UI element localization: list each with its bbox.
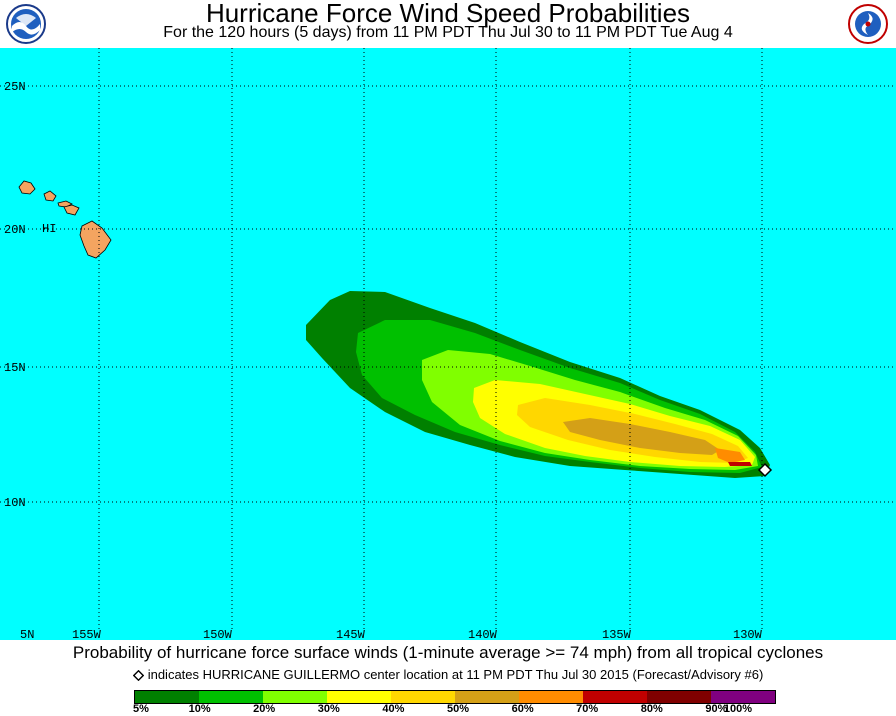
- noaa-logo-icon: [6, 4, 46, 44]
- lat-label: 15N: [4, 361, 26, 375]
- marker-note: indicates HURRICANE GUILLERMO center loc…: [0, 667, 896, 683]
- contour-60pct: [715, 448, 745, 463]
- island-hawaii: [79, 220, 112, 259]
- lon-label: 150W: [203, 628, 233, 640]
- island-oahu: [43, 190, 57, 202]
- legend-swatch: [647, 691, 711, 703]
- legend-label: 100%: [723, 703, 753, 715]
- island-maui: [63, 204, 80, 216]
- header: Hurricane Force Wind Speed Probabilities…: [0, 0, 896, 48]
- lat-label: 20N: [4, 223, 26, 237]
- legend-label: 50%: [446, 703, 470, 715]
- legend-label: 90%: [705, 703, 728, 715]
- lon-label: 135W: [602, 628, 632, 640]
- lon-label: 130W: [733, 628, 763, 640]
- marker-note-text: indicates HURRICANE GUILLERMO center loc…: [147, 667, 764, 682]
- color-legend: [134, 690, 776, 704]
- nws-logo-icon: [848, 4, 888, 44]
- lon-label: 155W: [72, 628, 102, 640]
- legend-swatch: [199, 691, 263, 703]
- contour-70pct: [728, 462, 752, 466]
- legend-label: 5%: [133, 703, 149, 715]
- contour-50pct: [563, 418, 720, 455]
- longitude-labels: 155W 150W 145W 140W 135W 130W: [72, 628, 763, 640]
- map-caption: Probability of hurricane force surface w…: [72, 643, 824, 662]
- lat-label: 5N: [20, 628, 34, 640]
- legend-label: 30%: [317, 703, 340, 715]
- island-kauai: [18, 180, 36, 195]
- lat-label: 25N: [4, 80, 26, 94]
- page-title: Hurricane Force Wind Speed Probabilities: [205, 0, 691, 28]
- legend-swatch: [711, 691, 775, 703]
- storm-center-marker-icon: [757, 462, 773, 478]
- legend-labels: 5% 10% 20% 30% 40% 50% 60% 70% 80% 90% 100%: [0, 703, 896, 716]
- legend-swatch: [391, 691, 455, 703]
- legend-label: 20%: [253, 703, 276, 715]
- region-label-hi: HI: [42, 222, 56, 236]
- probability-contours: [306, 291, 770, 478]
- hawaiian-islands: [18, 180, 112, 259]
- legend-label: 70%: [576, 703, 599, 715]
- legend-swatch: [327, 691, 391, 703]
- legend-label: 80%: [640, 703, 663, 715]
- legend-swatch: [455, 691, 519, 703]
- graticule: [0, 48, 896, 632]
- lon-label: 140W: [468, 628, 498, 640]
- diamond-icon: [132, 669, 144, 682]
- legend-swatch: [135, 691, 199, 703]
- legend-swatch: [583, 691, 647, 703]
- lat-label: 10N: [4, 496, 26, 510]
- legend-label: 60%: [511, 703, 534, 715]
- legend-label: 40%: [382, 703, 405, 715]
- legend-swatch: [263, 691, 327, 703]
- legend-label: 10%: [188, 703, 211, 715]
- legend-swatch: [519, 691, 583, 703]
- lon-label: 145W: [336, 628, 366, 640]
- probability-map: HI 25N 20N 15N 10N 5N 155W 150W 145W 140…: [0, 48, 896, 640]
- page-subtitle: For the 120 hours (5 days) from 11 PM PD…: [163, 24, 733, 41]
- latitude-labels: 25N 20N 15N 10N 5N: [4, 80, 34, 640]
